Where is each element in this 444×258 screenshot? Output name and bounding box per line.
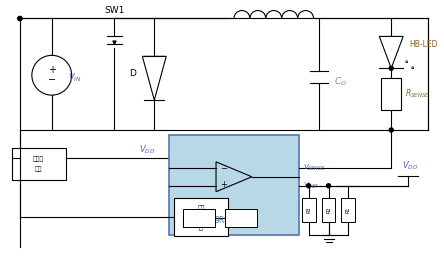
Text: $R_{SENSE}$: $R_{SENSE}$	[405, 88, 430, 100]
Text: $V_{DD}$: $V_{DD}$	[139, 144, 155, 156]
Bar	[169, 135, 299, 235]
Text: R1: R1	[346, 207, 351, 213]
Text: PTA: PTA	[194, 212, 204, 217]
Text: 节器: 节器	[35, 166, 43, 172]
Circle shape	[307, 184, 311, 188]
Text: +: +	[48, 65, 56, 75]
Bar	[174, 198, 228, 236]
Text: PTA: PTA	[236, 212, 246, 217]
Text: −: −	[48, 75, 56, 85]
Text: $V_{IN}$: $V_{IN}$	[67, 72, 81, 84]
Bar	[301, 198, 316, 222]
Text: 转换: 转换	[197, 216, 205, 221]
Text: D: D	[129, 69, 136, 78]
Text: SW1: SW1	[104, 6, 125, 15]
Text: R3: R3	[306, 207, 311, 213]
Text: 电平: 电平	[197, 206, 205, 212]
Text: $C_O$: $C_O$	[334, 76, 347, 88]
Text: 9RS08KA2: 9RS08KA2	[214, 216, 254, 225]
Circle shape	[18, 17, 22, 20]
Text: 4: 4	[198, 219, 201, 224]
Text: R2: R2	[326, 207, 331, 213]
Text: +: +	[221, 180, 227, 189]
Text: −: −	[221, 164, 227, 173]
Text: $V_{REF}$: $V_{REF}$	[303, 181, 319, 191]
Bar	[321, 198, 336, 222]
Circle shape	[389, 66, 393, 70]
Circle shape	[389, 128, 393, 132]
Text: $V_{DD}$: $V_{DD}$	[402, 160, 418, 172]
Text: 5: 5	[239, 219, 243, 224]
Text: 器: 器	[199, 226, 203, 231]
Circle shape	[326, 184, 330, 188]
Bar	[12, 148, 66, 180]
Text: $V_{SENSE}$: $V_{SENSE}$	[303, 163, 325, 173]
Bar	[341, 198, 355, 222]
Bar	[225, 209, 257, 227]
Circle shape	[18, 17, 22, 20]
Text: HB-LED: HB-LED	[409, 40, 438, 49]
Bar	[381, 78, 401, 110]
Bar	[183, 209, 215, 227]
Text: 电压调: 电压调	[33, 156, 44, 162]
